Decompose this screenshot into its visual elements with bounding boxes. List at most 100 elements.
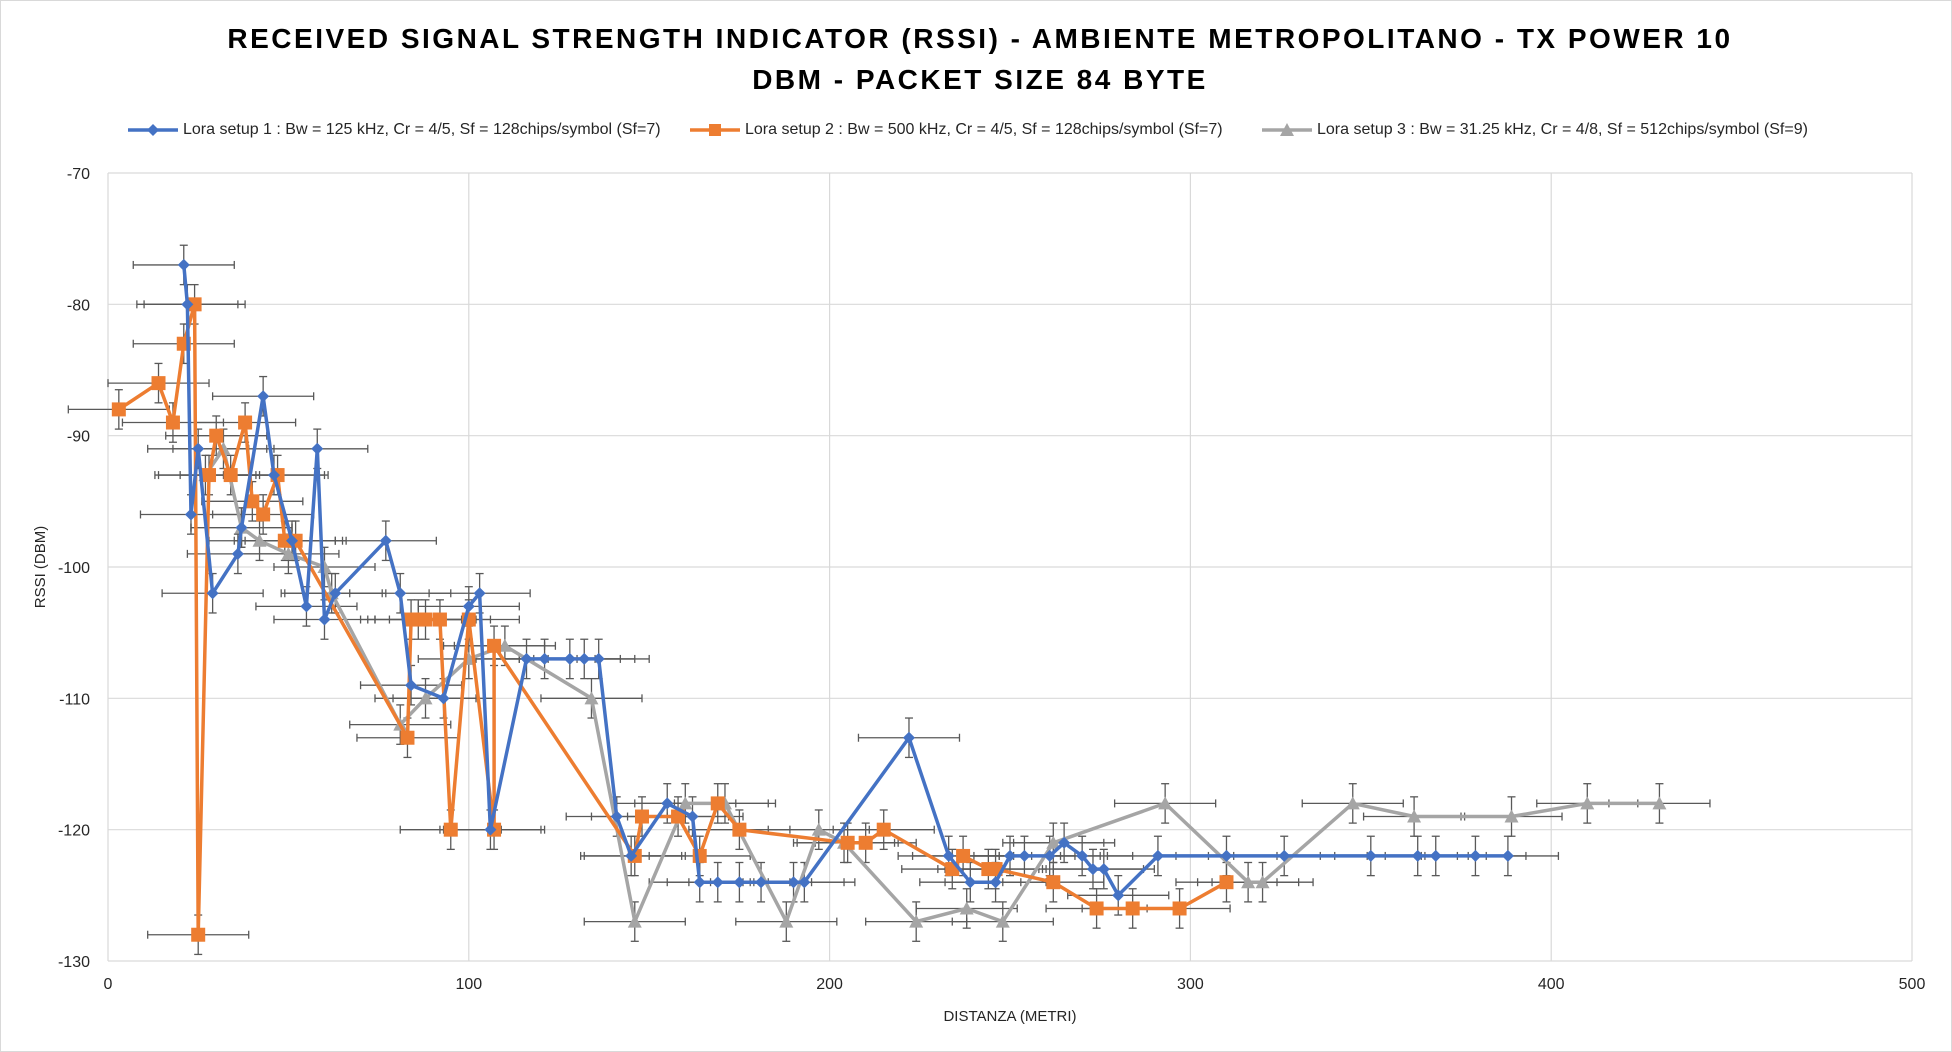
data-point [379,534,392,547]
data-point [959,901,974,915]
x-tick-label: 100 [455,976,482,993]
y-tick-label: -80 [67,297,90,314]
data-point [1241,875,1256,889]
data-point [678,796,693,810]
data-point [1278,849,1291,862]
data-point [443,822,458,837]
data-point [187,297,202,312]
data-point [238,415,253,430]
data-point [1504,809,1519,823]
data-point [1043,849,1056,862]
data-point [1158,796,1173,810]
data-point [484,823,497,836]
data-point [281,546,296,560]
data-point [432,612,447,627]
data-point [1345,796,1360,810]
data-point [245,494,260,509]
legend-marker-diamond [128,124,178,136]
y-tick-label: -100 [58,560,90,577]
data-point [216,441,231,455]
data-point [942,849,955,862]
data-point [584,691,599,705]
data-point [462,600,475,613]
data-point [964,876,977,889]
data-point [497,638,512,652]
data-point [811,822,826,836]
data-point [473,587,486,600]
data-point [192,442,205,455]
data-point [798,876,811,889]
data-point [318,613,331,626]
gridlines [107,172,1913,962]
data-point [1364,849,1377,862]
y-tick-label: -90 [67,429,90,446]
y-tick-label: -110 [59,691,90,708]
data-point [578,652,591,665]
data-point [418,612,433,627]
data-point [1501,849,1514,862]
data-point [151,376,166,391]
series-1 [177,258,1514,902]
data-point [311,442,324,455]
data-point [191,927,206,942]
data-point [111,402,126,417]
data-point [1151,849,1164,862]
x-tick-label: 300 [1177,976,1204,993]
data-point [286,534,299,547]
legend-item-setup-2: Lora setup 2 : Bw = 500 kHz, Cr = 4/5, S… [690,117,1223,143]
series-line [182,264,1508,898]
legend-label-setup-3: Lora setup 3 : Bw = 31.25 kHz, Cr = 4/8,… [1317,121,1808,138]
data-point [400,730,415,745]
data-point [1018,849,1031,862]
data-point [902,731,915,744]
data-point [671,809,686,824]
legend: Lora setup 1 : Bw = 125 kHz, Cr = 4/5, S… [0,117,1952,147]
data-point [627,914,642,928]
y-tick-label: -130 [58,954,90,971]
data-point [487,638,502,653]
data-point [634,809,649,824]
x-tick-label: 200 [816,976,843,993]
data-point [711,876,724,889]
data-point [1652,796,1667,810]
data-point [300,600,313,613]
y-tick-label: -120 [58,823,90,840]
series-line [203,447,1660,924]
data-point [184,508,197,521]
data-point [538,652,551,665]
data-point [394,587,407,600]
data-point [1407,809,1422,823]
x-axis-title: DISTANZA (METRI) [943,1008,1076,1025]
data-point [563,652,576,665]
data-point [1429,849,1442,862]
chart-title: RECEIVED SIGNAL STRENGTH INDICATOR (RSSI… [180,18,1780,100]
data-point [686,810,699,823]
data-point [956,848,971,863]
data-point [876,822,891,837]
data-point [256,507,271,522]
legend-marker-triangle [1262,123,1312,136]
data-point [1046,835,1061,849]
data-point [733,876,746,889]
data-point [1086,863,1099,876]
legend-item-setup-1: Lora setup 1 : Bw = 125 kHz, Cr = 4/5, S… [128,117,661,143]
data-point [209,428,224,443]
data-point [235,521,248,534]
data-point [267,469,280,482]
data-point [1058,836,1071,849]
y-tick-label: -70 [67,166,90,183]
data-point [1219,875,1234,890]
data-point [257,390,270,403]
data-point [1220,849,1233,862]
data-point [223,468,238,483]
series-3 [198,441,1667,928]
data-point [840,835,855,850]
data-point [206,587,219,600]
data-point [277,533,292,548]
x-tick-label: 500 [1899,976,1926,993]
legend-label-setup-2: Lora setup 2 : Bw = 500 kHz, Cr = 4/5, S… [745,121,1223,138]
data-point [1255,875,1270,889]
data-point [610,810,623,823]
data-point [520,652,533,665]
